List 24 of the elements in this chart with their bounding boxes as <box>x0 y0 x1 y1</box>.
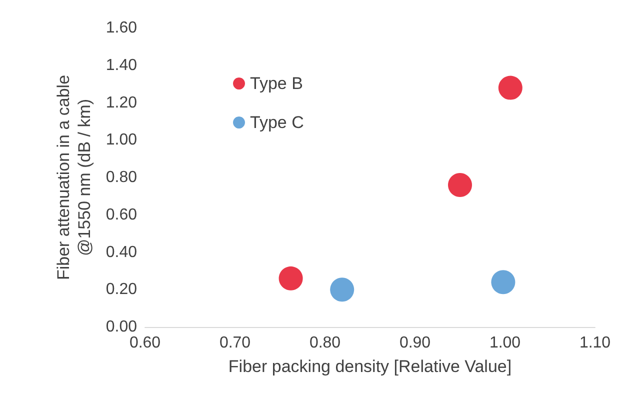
x-tick-label: 1.00 <box>489 334 521 352</box>
legend-label: Type B <box>250 74 303 93</box>
y-tick-label: 1.60 <box>106 20 138 36</box>
y-tick-label: 0.40 <box>106 244 138 261</box>
x-tick-label: 1.10 <box>579 334 611 352</box>
point <box>491 270 516 294</box>
point <box>498 76 522 100</box>
y-tick-label: 0.00 <box>106 318 138 336</box>
y-tick-label: 0.20 <box>106 281 138 298</box>
y-tick-label: 0.60 <box>106 206 138 224</box>
point <box>278 266 303 290</box>
legend-label: Type C <box>250 113 304 132</box>
x-tick-label: 0.70 <box>219 334 251 352</box>
x-tick-label: 0.80 <box>309 334 341 352</box>
y-axis-title: Fiber attenuation in a cable @1550 nm (dB / km) <box>54 74 94 280</box>
y-tick-label: 1.20 <box>106 94 138 112</box>
point <box>330 278 354 302</box>
point <box>448 172 472 197</box>
x-tick-label: 0.60 <box>129 334 161 352</box>
y-tick-label: 1.40 <box>106 56 138 74</box>
x-axis-title: Fiber packing density [Relative Value] <box>228 356 512 376</box>
x-tick-label: 0.90 <box>399 334 431 352</box>
y-tick-label: 0.80 <box>106 169 138 186</box>
y-tick-label: 1.00 <box>106 132 138 149</box>
